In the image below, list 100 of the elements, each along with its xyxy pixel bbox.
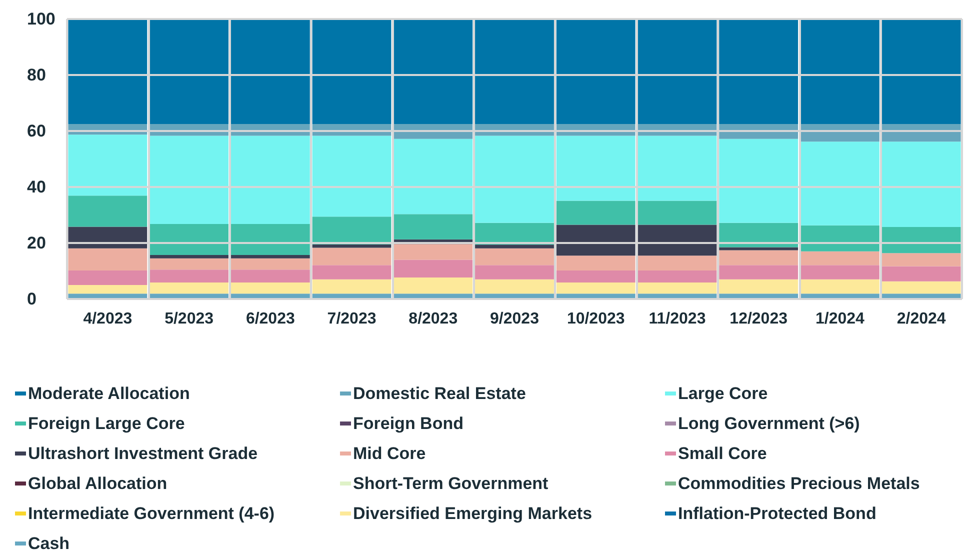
bar (150, 224, 229, 256)
bar (394, 214, 473, 240)
x-tick-label: 10/2023 (566, 310, 625, 328)
bar (638, 224, 717, 256)
bar (556, 256, 636, 270)
legend-label: Moderate Allocation (28, 384, 190, 403)
legend-label: Commodities Precious Metals (678, 474, 920, 493)
bar (556, 224, 636, 256)
bar (150, 255, 229, 258)
y-tick-label: 100 (27, 10, 56, 28)
bar (312, 19, 392, 124)
bar (719, 138, 798, 223)
bar (882, 142, 961, 228)
bar (312, 279, 392, 294)
bar (150, 19, 229, 124)
bar (150, 136, 229, 224)
bar (638, 270, 717, 282)
bar (475, 265, 554, 280)
legend-label: Inflation-Protected Bond (678, 504, 876, 523)
bar (475, 248, 554, 266)
bar (150, 270, 229, 282)
bar (230, 255, 310, 258)
bar (68, 248, 148, 270)
bar (719, 222, 798, 248)
bar (556, 270, 636, 282)
bar (394, 277, 473, 294)
bar (719, 279, 798, 294)
legend-label: Large Core (678, 384, 768, 403)
bar (719, 265, 798, 280)
legend-label: Global Allocation (28, 474, 168, 493)
bar (882, 227, 961, 254)
bar (230, 19, 310, 124)
bar (230, 282, 310, 294)
bar (719, 19, 798, 124)
bar (475, 19, 554, 124)
bar (150, 282, 229, 294)
bar (800, 265, 880, 280)
x-tick-label: 5/2023 (164, 310, 214, 328)
bar (556, 200, 636, 225)
bar (800, 279, 880, 294)
x-tick-label: 1/2024 (815, 310, 865, 328)
bar (475, 244, 554, 248)
legend-label: Small Core (678, 444, 767, 463)
bar (800, 251, 880, 266)
bar (68, 19, 148, 124)
bar (638, 256, 717, 270)
bar (68, 196, 148, 227)
bar (882, 266, 961, 282)
bar (394, 138, 473, 214)
bar (68, 285, 148, 294)
bar (556, 19, 636, 124)
bar (800, 142, 880, 226)
x-tick-label: 2/2024 (896, 310, 946, 328)
y-tick-label: 0 (27, 290, 36, 308)
legend-label: Foreign Large Core (28, 414, 185, 433)
bar (638, 136, 717, 201)
bar (475, 136, 554, 223)
x-tick-label: 9/2023 (490, 310, 540, 328)
legend-label: Cash (28, 534, 70, 553)
bar (719, 247, 798, 250)
bar (800, 19, 880, 124)
bar (230, 136, 310, 224)
bar (882, 253, 961, 266)
bar (68, 270, 148, 285)
legend-label: Long Government (>6) (678, 414, 860, 433)
bar (230, 270, 310, 282)
bar (230, 258, 310, 270)
legend-label: Mid Core (353, 444, 426, 463)
x-tick-label: 6/2023 (246, 310, 295, 328)
x-tick-label: 4/2023 (83, 310, 132, 328)
bar (556, 282, 636, 294)
x-tick-label: 8/2023 (408, 310, 458, 328)
bar (68, 226, 148, 248)
bar (475, 279, 554, 294)
bar (556, 136, 636, 201)
bar (312, 136, 392, 217)
bar (312, 248, 392, 266)
bar (394, 19, 473, 124)
bar (312, 265, 392, 280)
bar (68, 134, 148, 196)
bar (638, 19, 717, 124)
bar (882, 281, 961, 294)
bar (638, 282, 717, 294)
y-tick-label: 80 (27, 66, 46, 84)
bar (800, 225, 880, 252)
legend-label: Intermediate Government (4-6) (28, 504, 275, 523)
bar (394, 260, 473, 278)
bar (230, 224, 310, 256)
bar (150, 258, 229, 270)
legend-label: Diversified Emerging Markets (353, 504, 592, 523)
bar (312, 244, 392, 248)
legend-label: Foreign Bond (353, 414, 464, 433)
x-tick-label: 12/2023 (730, 310, 788, 328)
legend-label: Short-Term Government (353, 474, 549, 493)
bar (638, 200, 717, 225)
bar (312, 216, 392, 244)
x-tick-label: 7/2023 (327, 310, 376, 328)
legend-label: Ultrashort Investment Grade (28, 444, 258, 463)
bar (719, 250, 798, 266)
y-tick-label: 40 (27, 178, 46, 196)
